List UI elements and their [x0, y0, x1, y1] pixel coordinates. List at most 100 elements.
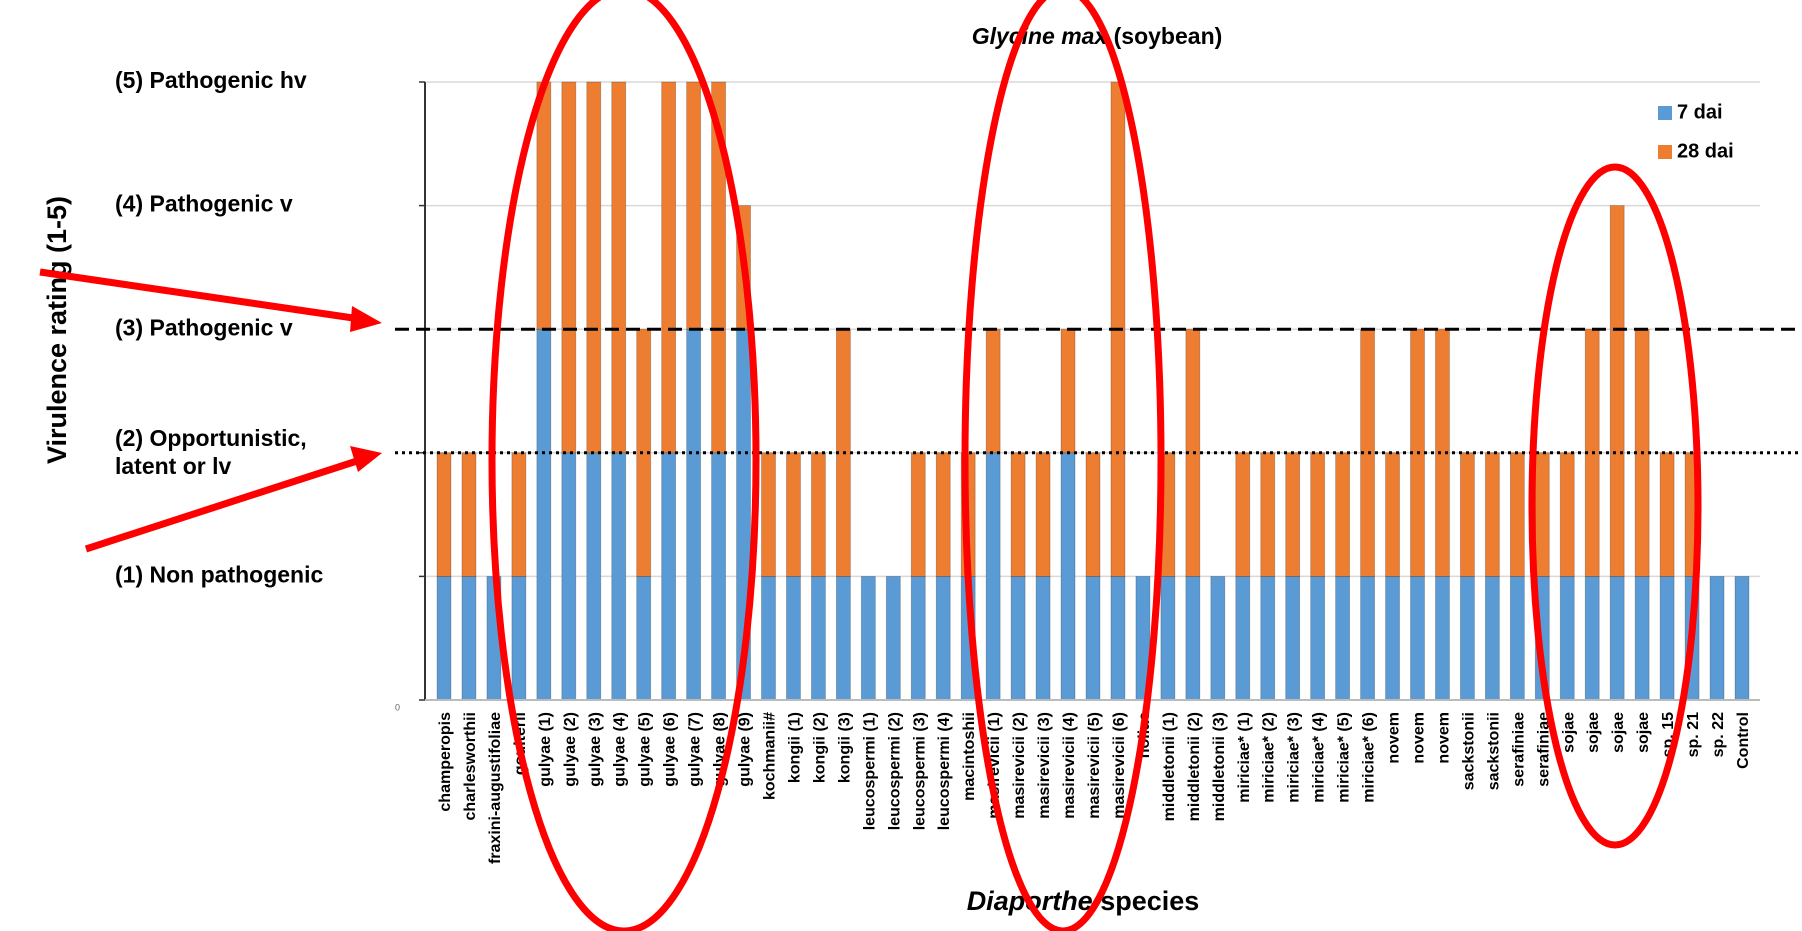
x-tick-label: miriciae* (1) — [1236, 712, 1253, 803]
bar-segment — [586, 81, 602, 454]
bar-segment — [1509, 576, 1525, 701]
x-tick-label: sp. 21 — [1685, 712, 1702, 757]
bar-segment — [1035, 576, 1051, 701]
label-line: latent or lv — [115, 453, 232, 479]
bar-segment — [1160, 576, 1176, 701]
bar-segment — [1609, 205, 1625, 577]
annotations — [39, 0, 1702, 931]
bar-segment — [1634, 576, 1650, 701]
bar-segment — [860, 576, 876, 701]
x-tick-label: Control — [1735, 712, 1752, 769]
bar-segment — [1060, 452, 1076, 701]
bar-segment — [1559, 576, 1575, 701]
bar-segment — [1659, 452, 1675, 577]
bar-segment — [1260, 576, 1276, 701]
x-tick-label: kongii (2) — [811, 712, 828, 783]
x-tick-label: gulyae (2) — [562, 712, 579, 787]
x-tick-label: serafiniae — [1535, 712, 1552, 787]
x-tick-label: masirevicii (4) — [1061, 712, 1078, 819]
x-tick-label: middletonii (1) — [1161, 712, 1178, 821]
x-tick-label: sp. 22 — [1710, 712, 1727, 757]
x-tick-label: novem — [1435, 712, 1452, 764]
x-tick-label: gulyae (7) — [687, 712, 704, 787]
bar-segment — [910, 452, 926, 577]
x-tick-label: masirevicii (5) — [1086, 712, 1103, 819]
x-tick-label: gulyae (9) — [737, 712, 754, 787]
bar-segment — [1285, 452, 1301, 577]
bar-segment — [1310, 576, 1326, 701]
highlight-ellipse — [961, 0, 1165, 931]
bar-segment — [1559, 452, 1575, 577]
bar-segment — [761, 452, 776, 577]
bar-segment — [1734, 576, 1750, 701]
x-tick-label: novem — [1411, 712, 1428, 764]
bar-segment — [586, 452, 602, 701]
bar-segment — [1534, 452, 1550, 577]
bar-segment — [1085, 452, 1101, 577]
bar-segment — [1185, 576, 1201, 701]
x-tick-label: miriciae* (2) — [1261, 712, 1278, 803]
x-tick-label: charlesworthii — [462, 712, 479, 820]
bar-segment — [1584, 576, 1600, 701]
bar-segment — [461, 576, 477, 701]
bar-segment — [1010, 576, 1026, 701]
bar-segment — [636, 328, 652, 577]
x-tick-label: kongii (3) — [836, 712, 853, 783]
y-tick-label: (4) Pathogenic v — [115, 191, 293, 217]
x-tick-label: middletonii (3) — [1211, 712, 1228, 821]
x-tick-label: sojae — [1585, 712, 1602, 753]
x-tick-label: miriciae* (5) — [1336, 712, 1353, 803]
bar-segment — [1460, 452, 1475, 577]
legend-label: 7 dai — [1677, 101, 1723, 123]
title-italic: Glycine max — [972, 23, 1109, 49]
bar-segment — [1435, 328, 1450, 577]
x-tick-label: sojae — [1560, 712, 1577, 753]
bar-segment — [661, 452, 677, 701]
bar-segment — [1385, 452, 1400, 577]
y-tick-label: (3) Pathogenic v — [115, 314, 293, 340]
legend-swatch — [1658, 145, 1672, 159]
bar-segment — [1460, 576, 1475, 701]
x-tick-label: gulyae (4) — [612, 712, 629, 787]
bar-segment — [611, 81, 627, 454]
bar-segment — [1285, 576, 1301, 701]
x-tick-label: fraxini-augustifoliae — [487, 712, 504, 864]
x-tick-label: kochmanii# — [762, 712, 779, 800]
x-tick-label: masirevicii (3) — [1036, 712, 1053, 819]
x-tick-label: gulyae (6) — [662, 712, 679, 787]
bar-segment — [1235, 452, 1251, 577]
x-tick-label: sojae — [1635, 712, 1652, 753]
bar-segment — [511, 452, 527, 577]
x-tick-label: serafiniae — [1510, 712, 1527, 787]
arrow-head — [350, 446, 382, 472]
x-tick-label: sackstonii — [1485, 712, 1502, 790]
bar-segment — [811, 452, 826, 577]
bar-segment — [1709, 576, 1725, 701]
bar-segment — [1335, 576, 1351, 701]
bar-segment — [561, 81, 577, 454]
bar-segment — [461, 452, 477, 577]
bar-segment — [1035, 452, 1051, 577]
y-axis-title: Virulence rating (1-5) — [42, 196, 72, 464]
y-tick-label: (2) Opportunistic, latent or lv — [115, 425, 307, 479]
bar-segment — [786, 576, 801, 701]
bar-segment — [1010, 452, 1026, 577]
x-tick-label: sackstonii — [1460, 712, 1477, 790]
x-tick-label: gulyae (5) — [637, 712, 654, 787]
highlight-ellipse — [1528, 163, 1702, 849]
bar-segment — [935, 452, 951, 577]
bar-segment — [910, 576, 926, 701]
bar-segment — [1085, 576, 1101, 701]
x-tick-label: champeropis — [437, 712, 454, 812]
x-tick-label: macintoshii — [961, 712, 978, 801]
x-tick-label: miriciae* (6) — [1361, 712, 1378, 803]
bar-segment — [1659, 576, 1675, 701]
x-tick-label: masirevicii (2) — [1011, 712, 1028, 819]
bar-segment — [1484, 576, 1500, 701]
bar-segment — [835, 576, 851, 701]
legend-label: 28 dai — [1677, 140, 1734, 162]
title-rest: (soybean) — [1114, 23, 1223, 49]
bar-segment — [1509, 452, 1525, 577]
bar-segment — [786, 452, 801, 577]
